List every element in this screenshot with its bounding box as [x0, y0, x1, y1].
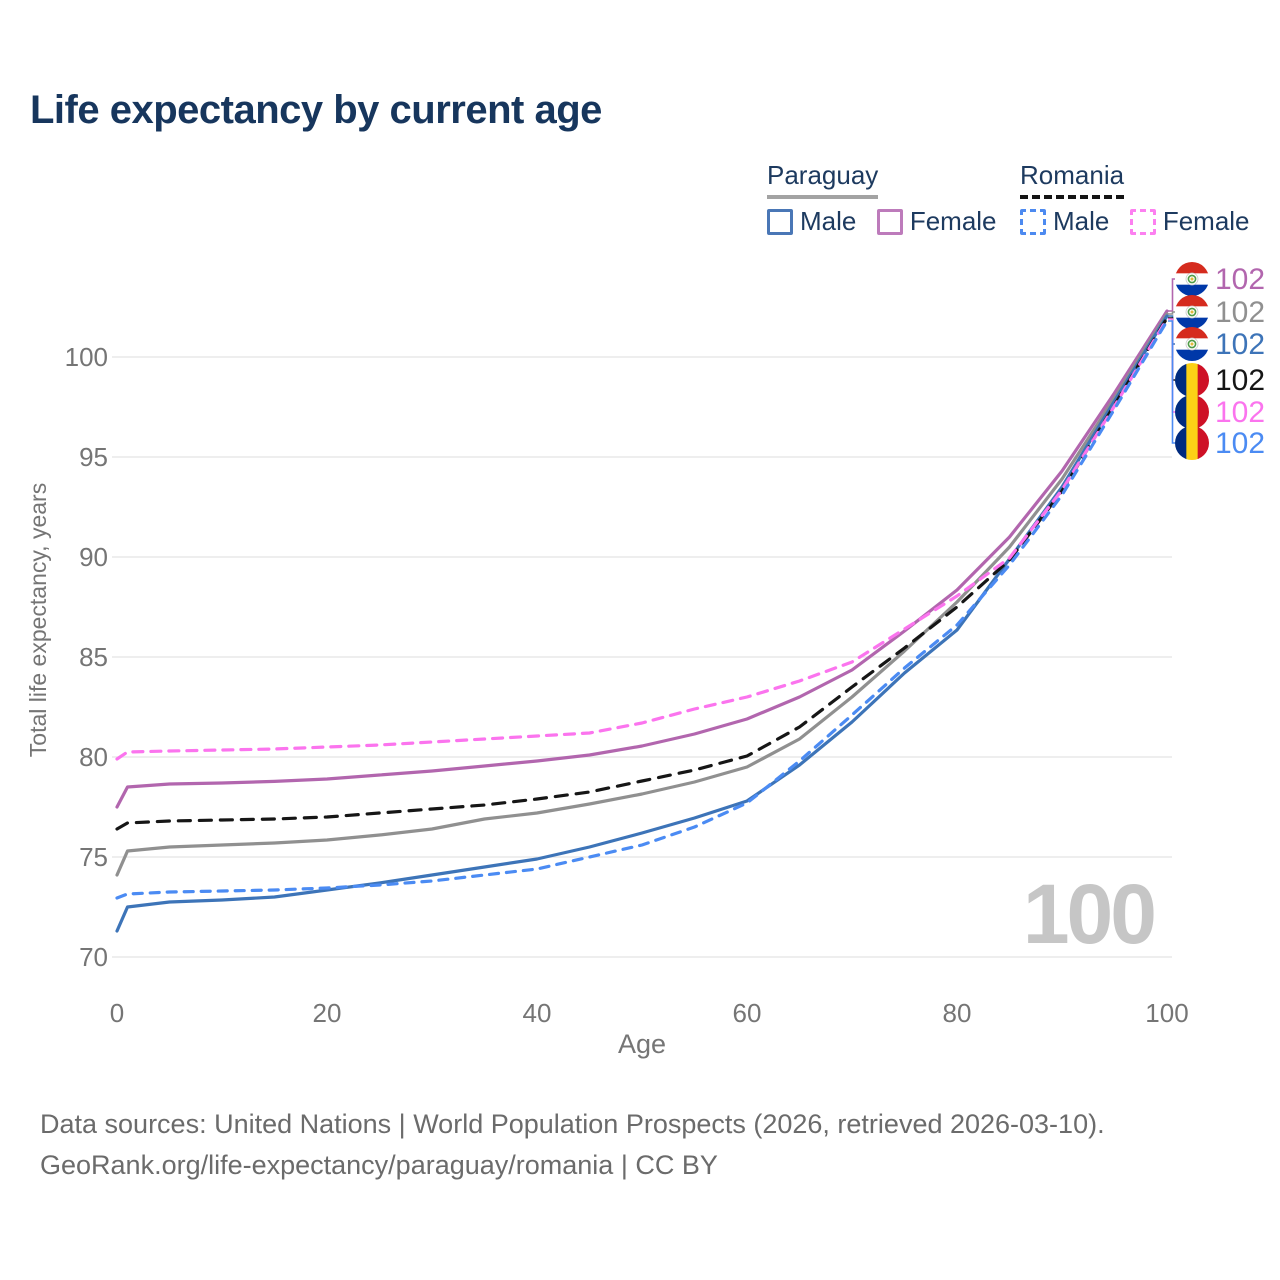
legend-group-paraguay: Paraguay Male Female	[767, 160, 1013, 240]
footer-data-sources: Data sources: United Nations | World Pop…	[40, 1109, 1105, 1139]
legend-label-paraguay-female: Female	[909, 206, 997, 236]
end-value-label-paraguay-female: 102	[1215, 263, 1265, 296]
leader-line-romania-male	[1168, 320, 1175, 444]
y-tick-95: 95	[79, 442, 108, 472]
series-line-romania-female[interactable]	[115, 317, 1169, 761]
checkbox-romania-male-icon[interactable]	[1020, 208, 1046, 235]
series-line-romania-male[interactable]	[115, 319, 1169, 900]
legend-item-paraguay-female[interactable]: Female	[876, 206, 997, 237]
x-tick-0: 0	[110, 998, 124, 1028]
paraguay-flag-icon	[1175, 262, 1209, 296]
x-tick-40: 40	[523, 998, 552, 1028]
leader-line-paraguay-both-sexes	[1168, 311, 1175, 315]
series-line-paraguay-both-sexes[interactable]	[115, 312, 1169, 877]
legend-country-romania[interactable]: Romania	[1020, 160, 1125, 199]
y-tick-75: 75	[79, 842, 108, 872]
legend-label-paraguay-male: Male	[800, 206, 857, 236]
romania-flag-icon	[1175, 363, 1209, 397]
x-tick-100: 100	[1145, 998, 1188, 1028]
romania-flag-icon	[1175, 395, 1209, 429]
legend-item-romania-female[interactable]: Female	[1129, 206, 1250, 237]
series-line-romania-both-sexes[interactable]	[115, 316, 1169, 831]
x-axis-title: Age	[618, 1029, 666, 1059]
y-tick-85: 85	[79, 642, 108, 672]
legend-country-paraguay[interactable]: Paraguay	[767, 160, 879, 199]
age-counter-watermark: 100	[1022, 867, 1157, 961]
end-value-label-romania-female: 102	[1215, 396, 1265, 429]
end-value-label-paraguay-male: 102	[1215, 328, 1265, 361]
x-tick-60: 60	[733, 998, 762, 1028]
paraguay-flag-icon	[1175, 327, 1209, 361]
checkbox-paraguay-female-icon[interactable]	[876, 208, 903, 235]
y-tick-70: 70	[79, 942, 108, 972]
series-line-paraguay-female[interactable]	[115, 309, 1169, 809]
legend-label-romania-female: Female	[1162, 206, 1250, 236]
legend-item-romania-male[interactable]: Male	[1020, 206, 1109, 237]
y-axis-title: Total life expectancy, years	[25, 483, 51, 757]
y-tick-80: 80	[79, 742, 108, 772]
y-tick-100: 100	[65, 342, 108, 372]
legend-group-romania: Romania Male Female	[1020, 160, 1266, 240]
x-tick-80: 80	[943, 998, 972, 1028]
leader-line-romania-female	[1168, 318, 1175, 413]
footer: Data sources: United Nations | World Pop…	[40, 1104, 1105, 1186]
x-tick-20: 20	[313, 998, 342, 1028]
checkbox-romania-female-icon[interactable]	[1129, 208, 1156, 235]
end-value-label-romania-both-sexes: 102	[1215, 364, 1265, 397]
y-tick-90: 90	[79, 542, 108, 572]
paraguay-flag-icon	[1175, 295, 1209, 329]
romania-flag-icon	[1175, 426, 1209, 460]
legend-item-paraguay-male[interactable]: Male	[767, 206, 856, 237]
page-title: Life expectancy by current age	[30, 88, 602, 132]
end-value-label-romania-male: 102	[1215, 427, 1265, 460]
leader-line-romania-both-sexes	[1168, 317, 1175, 381]
checkbox-paraguay-male-icon[interactable]	[767, 208, 793, 235]
end-value-label-paraguay-both-sexes: 102	[1215, 296, 1265, 329]
leader-line-paraguay-female	[1168, 278, 1175, 312]
chart-legend: Paraguay Male Female Romania Male	[0, 160, 1280, 250]
legend-label-romania-male: Male	[1053, 206, 1110, 236]
footer-attribution-link[interactable]: GeoRank.org/life-expectancy/paraguay/rom…	[40, 1150, 718, 1180]
series-line-paraguay-male[interactable]	[115, 314, 1169, 933]
